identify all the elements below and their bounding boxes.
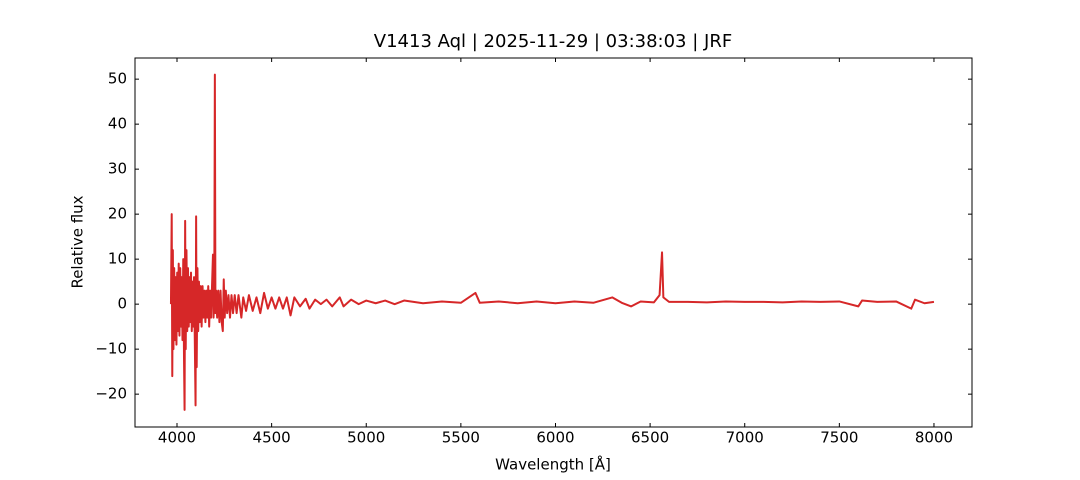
- y-tick-label: 30: [108, 160, 127, 178]
- x-tick-label: 5500: [442, 429, 480, 447]
- y-tick-label: 10: [108, 250, 127, 268]
- y-axis-label: Relative flux: [69, 195, 87, 288]
- x-tick-label: 5000: [347, 429, 385, 447]
- x-tick-label: 7500: [820, 429, 858, 447]
- x-axis-label: Wavelength [Å]: [495, 455, 611, 474]
- y-tick-label: −10: [95, 340, 127, 358]
- y-tick-label: 40: [108, 115, 127, 133]
- plot-frame: [134, 57, 973, 428]
- spectrum-line: [169, 73, 935, 411]
- y-tick-label: 20: [108, 205, 127, 223]
- x-tick-label: 8000: [915, 429, 953, 447]
- x-tick-label: 6500: [631, 429, 669, 447]
- y-tick-label: −20: [95, 385, 127, 403]
- y-tick-label: 50: [108, 70, 127, 88]
- x-tick-label: 4500: [253, 429, 291, 447]
- x-tick-label: 4000: [158, 429, 196, 447]
- chart-title: V1413 Aql | 2025-11-29 | 03:38:03 | JRF: [374, 31, 732, 52]
- x-tick-label: 6000: [536, 429, 574, 447]
- x-tick-label: 7000: [726, 429, 764, 447]
- y-tick-label: 0: [117, 295, 127, 313]
